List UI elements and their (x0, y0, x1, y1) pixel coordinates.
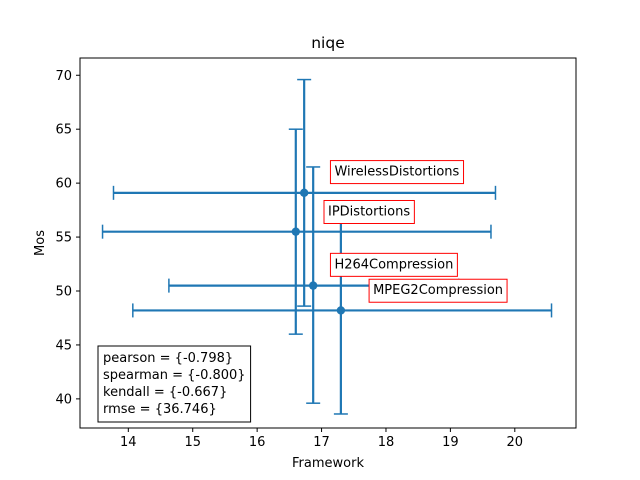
x-axis-label: Framework (292, 456, 364, 471)
y-tick-label: 45 (55, 338, 72, 353)
error-bars-layer (101, 78, 553, 415)
plot-area-frame (79, 57, 577, 429)
annotation-text: WirelessDistortions (334, 165, 459, 180)
y-axis-label: Mos (33, 230, 48, 256)
x-tick-label: 20 (507, 435, 524, 450)
data-point (336, 306, 346, 315)
annotation-box (329, 160, 465, 185)
annotation-label: MPEG2Compression (368, 278, 508, 303)
stats-line: spearman = {-0.800} (103, 368, 246, 383)
data-point (299, 188, 309, 198)
x-tick-label: 18 (378, 435, 395, 450)
x-tick-label: 16 (249, 435, 266, 450)
y-tick-label: 55 (55, 231, 72, 246)
stats-box: pearson = {-0.798} spearman = {-0.800} ken… (97, 345, 252, 423)
stats-line: pearson = {-0.798} (103, 351, 233, 366)
annotation-box (329, 252, 458, 277)
annotation-label: IPDistortions (323, 199, 415, 224)
annotation-text: MPEG2Compression (373, 283, 503, 298)
annotation-text: H264Compression (334, 257, 453, 272)
annotation-box (368, 278, 508, 303)
annotation-text: IPDistortions (328, 204, 410, 219)
x-tick-label: 17 (313, 435, 330, 450)
data-point (291, 227, 300, 236)
y-tick-label: 40 (55, 392, 72, 407)
annotation-box (323, 199, 415, 224)
x-tick-label: 19 (442, 435, 459, 450)
y-tick-label: 50 (55, 285, 72, 300)
x-tick-label: 14 (120, 435, 137, 450)
data-point (308, 281, 318, 290)
x-axis-ticks: 14 15 16 17 18 19 20 (120, 428, 523, 450)
stats-line: kendall = {-0.667} (103, 385, 227, 400)
x-tick-label: 15 (184, 435, 201, 450)
stats-line: rmse = {36.746} (103, 402, 217, 417)
annotation-label: WirelessDistortions (329, 160, 465, 185)
y-tick-label: 60 (55, 177, 72, 192)
annotation-label: H264Compression (329, 252, 458, 277)
y-tick-label: 65 (55, 123, 72, 138)
stats-box-frame (97, 345, 252, 423)
annotations-layer: WirelessDistortions IPDistortions H264Comp… (323, 160, 508, 303)
y-tick-label: 70 (55, 69, 72, 84)
chart-title: niqe (311, 34, 345, 52)
y-axis-ticks: 40 45 50 55 60 65 70 (55, 69, 80, 407)
